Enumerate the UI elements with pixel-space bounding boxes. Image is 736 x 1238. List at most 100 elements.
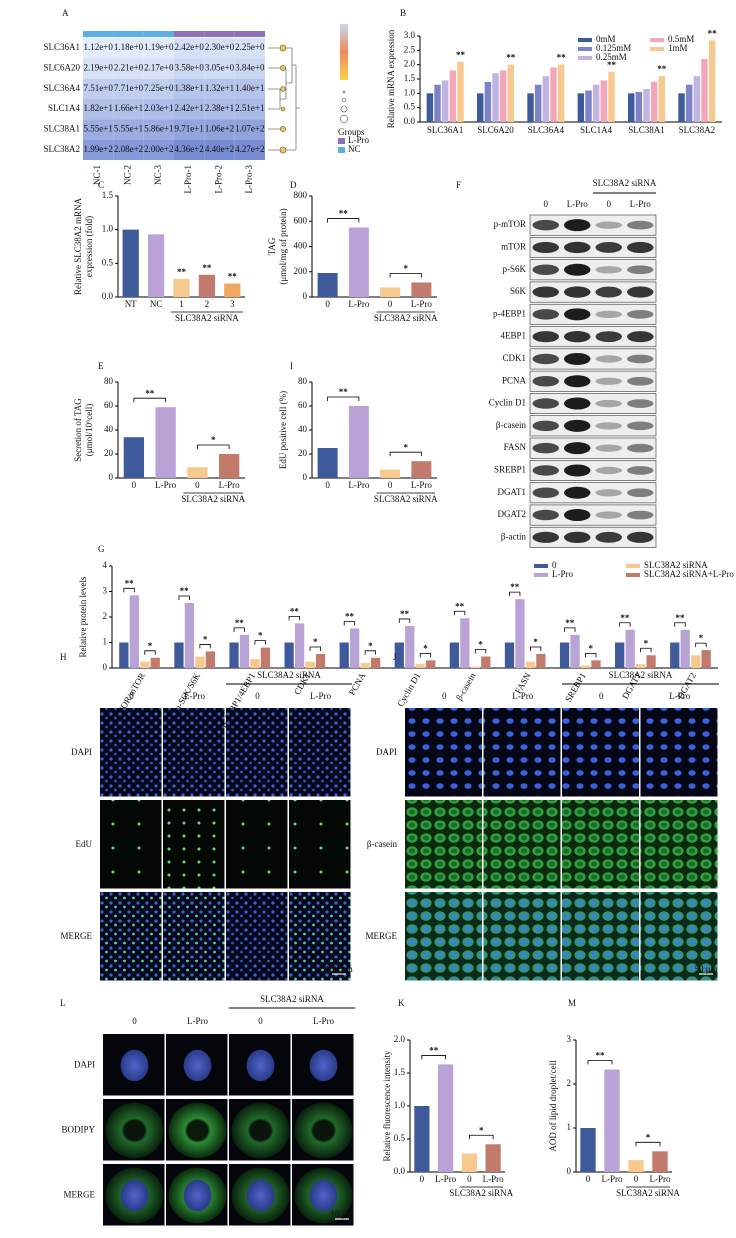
panel-label: E [98,361,104,371]
scale-bar-label: 100 μm [325,964,353,974]
x-tick-label: L-Pro [411,480,432,490]
bar [504,642,515,668]
micrograph [562,708,639,797]
cell-label: 1.99e+2 [84,144,113,154]
significance: ** [345,612,355,622]
bar [317,273,338,297]
x-tick-label: 0 [195,480,200,490]
micrograph [562,800,639,889]
heatmap-cell [113,58,144,79]
y-tick-label: 1 [567,1122,572,1132]
column-label: 0 [544,199,549,209]
heatmap-cell [83,78,114,99]
significance: * [646,1132,651,1142]
group-label: SLC38A2 siRNA [257,670,321,680]
column-label: L-Pro [567,199,588,209]
significance-bracket [619,622,631,627]
y-tick-label: 1.5 [404,73,416,83]
bar [360,662,370,668]
cell-label: 4.40e+2 [205,144,234,154]
blot-band [595,310,622,319]
significance-bracket [327,218,360,223]
significance: * [258,631,263,641]
significance: ** [557,53,567,63]
bar [701,650,711,668]
blot-band [627,220,654,230]
x-tick-label: NC [150,299,163,309]
significance-bracket [695,642,707,648]
bar [123,437,145,478]
row-label: p-mTOR [494,219,526,229]
bar [122,229,139,297]
bar [536,653,546,668]
blot-band [532,398,559,409]
significance-bracket [587,1060,613,1065]
bar [559,642,570,668]
significance: * [588,643,593,653]
bar [701,58,708,122]
legend-swatch [338,147,345,153]
blot-strip [529,326,657,348]
group-bar [113,31,144,37]
heatmap-cell [83,119,114,140]
heatmap-cell [143,78,174,99]
bar [339,642,349,668]
bar [580,665,591,668]
cell-label: 1.32e+1 [205,83,234,93]
blot-band [564,241,591,254]
significance-bracket [133,397,167,403]
bar [577,93,585,122]
significance-bracket [389,273,422,278]
bar [643,89,650,122]
panel-label: H [60,652,67,662]
heatmap-cell [143,38,174,59]
significance: * [148,641,153,651]
row-label: MERGE [366,931,398,941]
bar [415,664,425,668]
heatmap-cell [204,139,235,160]
x-tick-label: L-Pro [602,1174,623,1184]
column-label: 0 [442,691,447,701]
cell-label: 2.17e+0 [144,63,174,73]
cell-label: 1.07e+2 [235,124,264,134]
micrograph [640,800,718,889]
bar [515,599,525,668]
nucleus [120,1179,149,1212]
bar [426,660,436,668]
panel-label: J [393,652,397,662]
significance: ** [456,50,466,60]
significance: ** [596,1051,606,1061]
x-tick-label: 1 [179,299,184,309]
y-tick-label: 20 [298,448,308,458]
cell-label: 2.08e+2 [114,144,143,154]
significance-bracket [196,444,230,449]
y-tick-label: 1.0 [404,87,416,97]
y-axis-label: Secretion of TAG [73,398,83,462]
micrograph [226,892,288,981]
legend-label: 0mM [596,34,616,44]
x-tick-label: 0 [388,299,393,309]
y-axis-label: (μmol/mg of protein) [278,208,288,284]
blot-band [595,355,622,363]
blot-band [595,377,622,385]
blot-band [532,309,559,320]
significance: ** [339,209,349,219]
bar [678,93,685,122]
y-axis-label: Relative fluorescence intensity [382,1050,392,1161]
bar [411,461,432,478]
blot-band [627,421,654,431]
significance-bracket [144,650,156,655]
bar [527,93,534,122]
blot-band [627,241,654,253]
bar [394,642,404,668]
y-tick-label: 60 [298,400,308,410]
cell-label: 2.21e+0 [114,63,144,73]
bar [507,64,515,122]
scale-bar-label: 50 μm [694,964,717,974]
bar [184,602,195,668]
blot-strip [529,370,657,392]
significance-bracket [254,640,266,645]
heatmap-cell [83,58,114,79]
blot-band [595,511,622,519]
